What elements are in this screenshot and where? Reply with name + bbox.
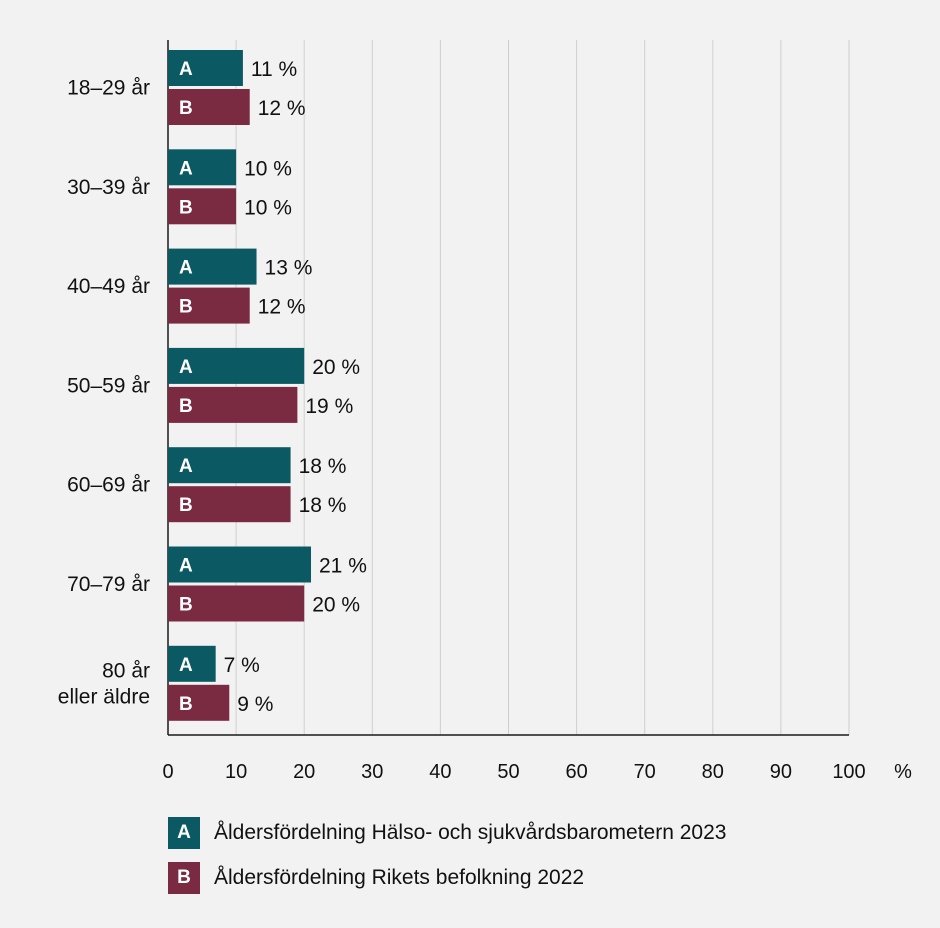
bar-a xyxy=(168,645,216,682)
category-label: 40–49 år xyxy=(67,275,150,298)
x-tick-label: 80 xyxy=(702,761,724,783)
bar-b xyxy=(168,386,298,423)
category-label: 18–29 år xyxy=(67,77,150,100)
data-label: 10 % xyxy=(244,157,292,180)
data-label: 20 % xyxy=(312,594,360,617)
data-label: 20 % xyxy=(312,356,360,379)
bar-a xyxy=(168,50,243,86)
x-tick-label: 40 xyxy=(429,761,451,783)
bar-b xyxy=(168,585,305,622)
bar-marker-label: A xyxy=(179,357,193,378)
bar-a xyxy=(168,447,291,484)
bar-marker-label: B xyxy=(179,297,193,318)
x-tick-label: 100 xyxy=(832,761,865,783)
legend: A Åldersfördelning Hälso- och sjukvårdsb… xyxy=(168,815,726,905)
data-label: 7 % xyxy=(224,654,260,677)
category-label: 30–39 år xyxy=(67,176,150,199)
x-tick-label: 20 xyxy=(293,761,315,783)
category-label: 60–69 år xyxy=(67,474,150,497)
bar-marker-label: B xyxy=(179,197,193,218)
legend-item-b: B Åldersfördelning Rikets befolkning 202… xyxy=(168,860,726,896)
x-tick-label: 0 xyxy=(162,761,173,783)
x-tick-label: 60 xyxy=(565,761,587,783)
legend-label-a: Åldersfördelning Hälso- och sjukvårdsbar… xyxy=(214,821,727,844)
category-label: 70–79 år xyxy=(67,573,150,596)
bar-a xyxy=(168,149,237,186)
x-tick-label: 30 xyxy=(361,761,383,783)
bar-marker-label: A xyxy=(179,59,193,80)
data-label: 18 % xyxy=(299,455,347,478)
data-label: 12 % xyxy=(258,296,306,319)
bar-marker-label: A xyxy=(179,655,193,676)
data-label: 13 % xyxy=(265,257,313,280)
bar-a xyxy=(168,546,312,583)
category-label: 50–59 år xyxy=(67,374,150,397)
legend-swatch-b: B xyxy=(168,862,200,894)
bar-b xyxy=(168,89,250,125)
bar-a xyxy=(168,248,257,285)
data-label: 19 % xyxy=(305,395,353,418)
bar-b xyxy=(168,486,291,523)
bar-marker-label: A xyxy=(179,158,193,179)
x-tick-label: 70 xyxy=(634,761,656,783)
x-tick-label: 50 xyxy=(497,761,519,783)
bar-b xyxy=(168,684,230,721)
data-label: 18 % xyxy=(299,494,347,517)
data-label: 11 % xyxy=(251,58,297,81)
bar-b xyxy=(168,287,250,324)
bar-marker-label: B xyxy=(179,396,193,417)
data-label: 12 % xyxy=(258,97,306,120)
legend-swatch-a: A xyxy=(168,817,200,849)
legend-item-a: A Åldersfördelning Hälso- och sjukvårdsb… xyxy=(168,815,726,851)
x-tick-label: 90 xyxy=(770,761,792,783)
data-label: 21 % xyxy=(319,555,367,578)
x-tick-label: 10 xyxy=(225,761,247,783)
bar-b xyxy=(168,188,237,225)
bar-marker-label: A xyxy=(179,258,193,279)
bar-marker-label: B xyxy=(179,694,193,715)
data-label: 9 % xyxy=(237,693,273,716)
data-label: 10 % xyxy=(244,196,292,219)
bar-marker-label: B xyxy=(179,495,193,516)
bar-marker-label: B xyxy=(179,98,193,119)
x-unit-label: % xyxy=(894,761,912,783)
bar-marker-label: A xyxy=(179,556,193,577)
legend-label-b: Åldersfördelning Rikets befolkning 2022 xyxy=(214,866,585,889)
bar-marker-label: A xyxy=(179,456,193,477)
category-label: 80 år eller äldre xyxy=(58,659,150,708)
bar-marker-label: B xyxy=(179,595,193,616)
bar-a xyxy=(168,347,305,384)
